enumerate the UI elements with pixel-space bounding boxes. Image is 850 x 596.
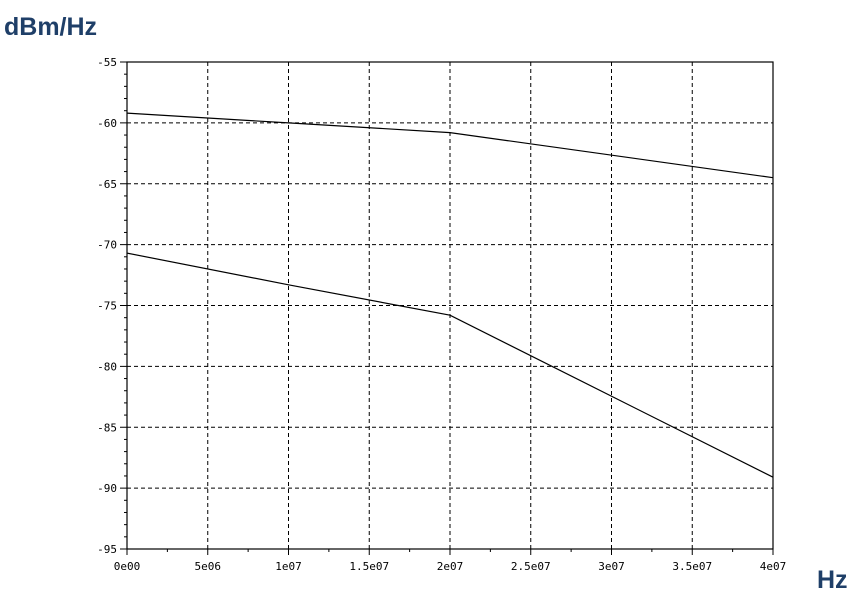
y-tick-label: -70 (97, 239, 117, 252)
x-tick-label: 3.5e07 (672, 560, 712, 573)
x-axis-title: Hz (817, 566, 848, 594)
x-tick-label: 1.5e07 (349, 560, 389, 573)
y-tick-label: -80 (97, 360, 117, 373)
x-tick-label: 2e07 (437, 560, 464, 573)
series-line-2 (126, 252, 774, 478)
y-tick-label: -60 (97, 117, 117, 130)
series-line-1 (126, 112, 774, 179)
y-tick-label: -75 (97, 300, 117, 313)
y-tick-label: -85 (97, 421, 117, 434)
x-tick-label: 1e07 (275, 560, 302, 573)
series-group (126, 112, 774, 478)
x-tick-label: 2.5e07 (511, 560, 551, 573)
x-tick-label: 3e07 (598, 560, 625, 573)
y-tick-label: -55 (97, 56, 117, 69)
y-tick-label: -90 (97, 482, 117, 495)
x-tick-label: 4e07 (760, 560, 787, 573)
x-tick-label: 0e00 (114, 560, 141, 573)
y-tick-label: -95 (97, 543, 117, 556)
grid (127, 62, 773, 549)
x-axis: 0e00 5e06 1e07 1.5e07 2e07 2.5e07 3e07 3.5e07 4e… (114, 549, 787, 573)
y-tick-label: -65 (97, 178, 117, 191)
x-tick-label: 5e06 (195, 560, 222, 573)
y-axis: -55 -60 -65 -70 -75 -80 -85 -90 -95 (97, 56, 127, 556)
y-axis-title: dBm/Hz (4, 13, 97, 41)
